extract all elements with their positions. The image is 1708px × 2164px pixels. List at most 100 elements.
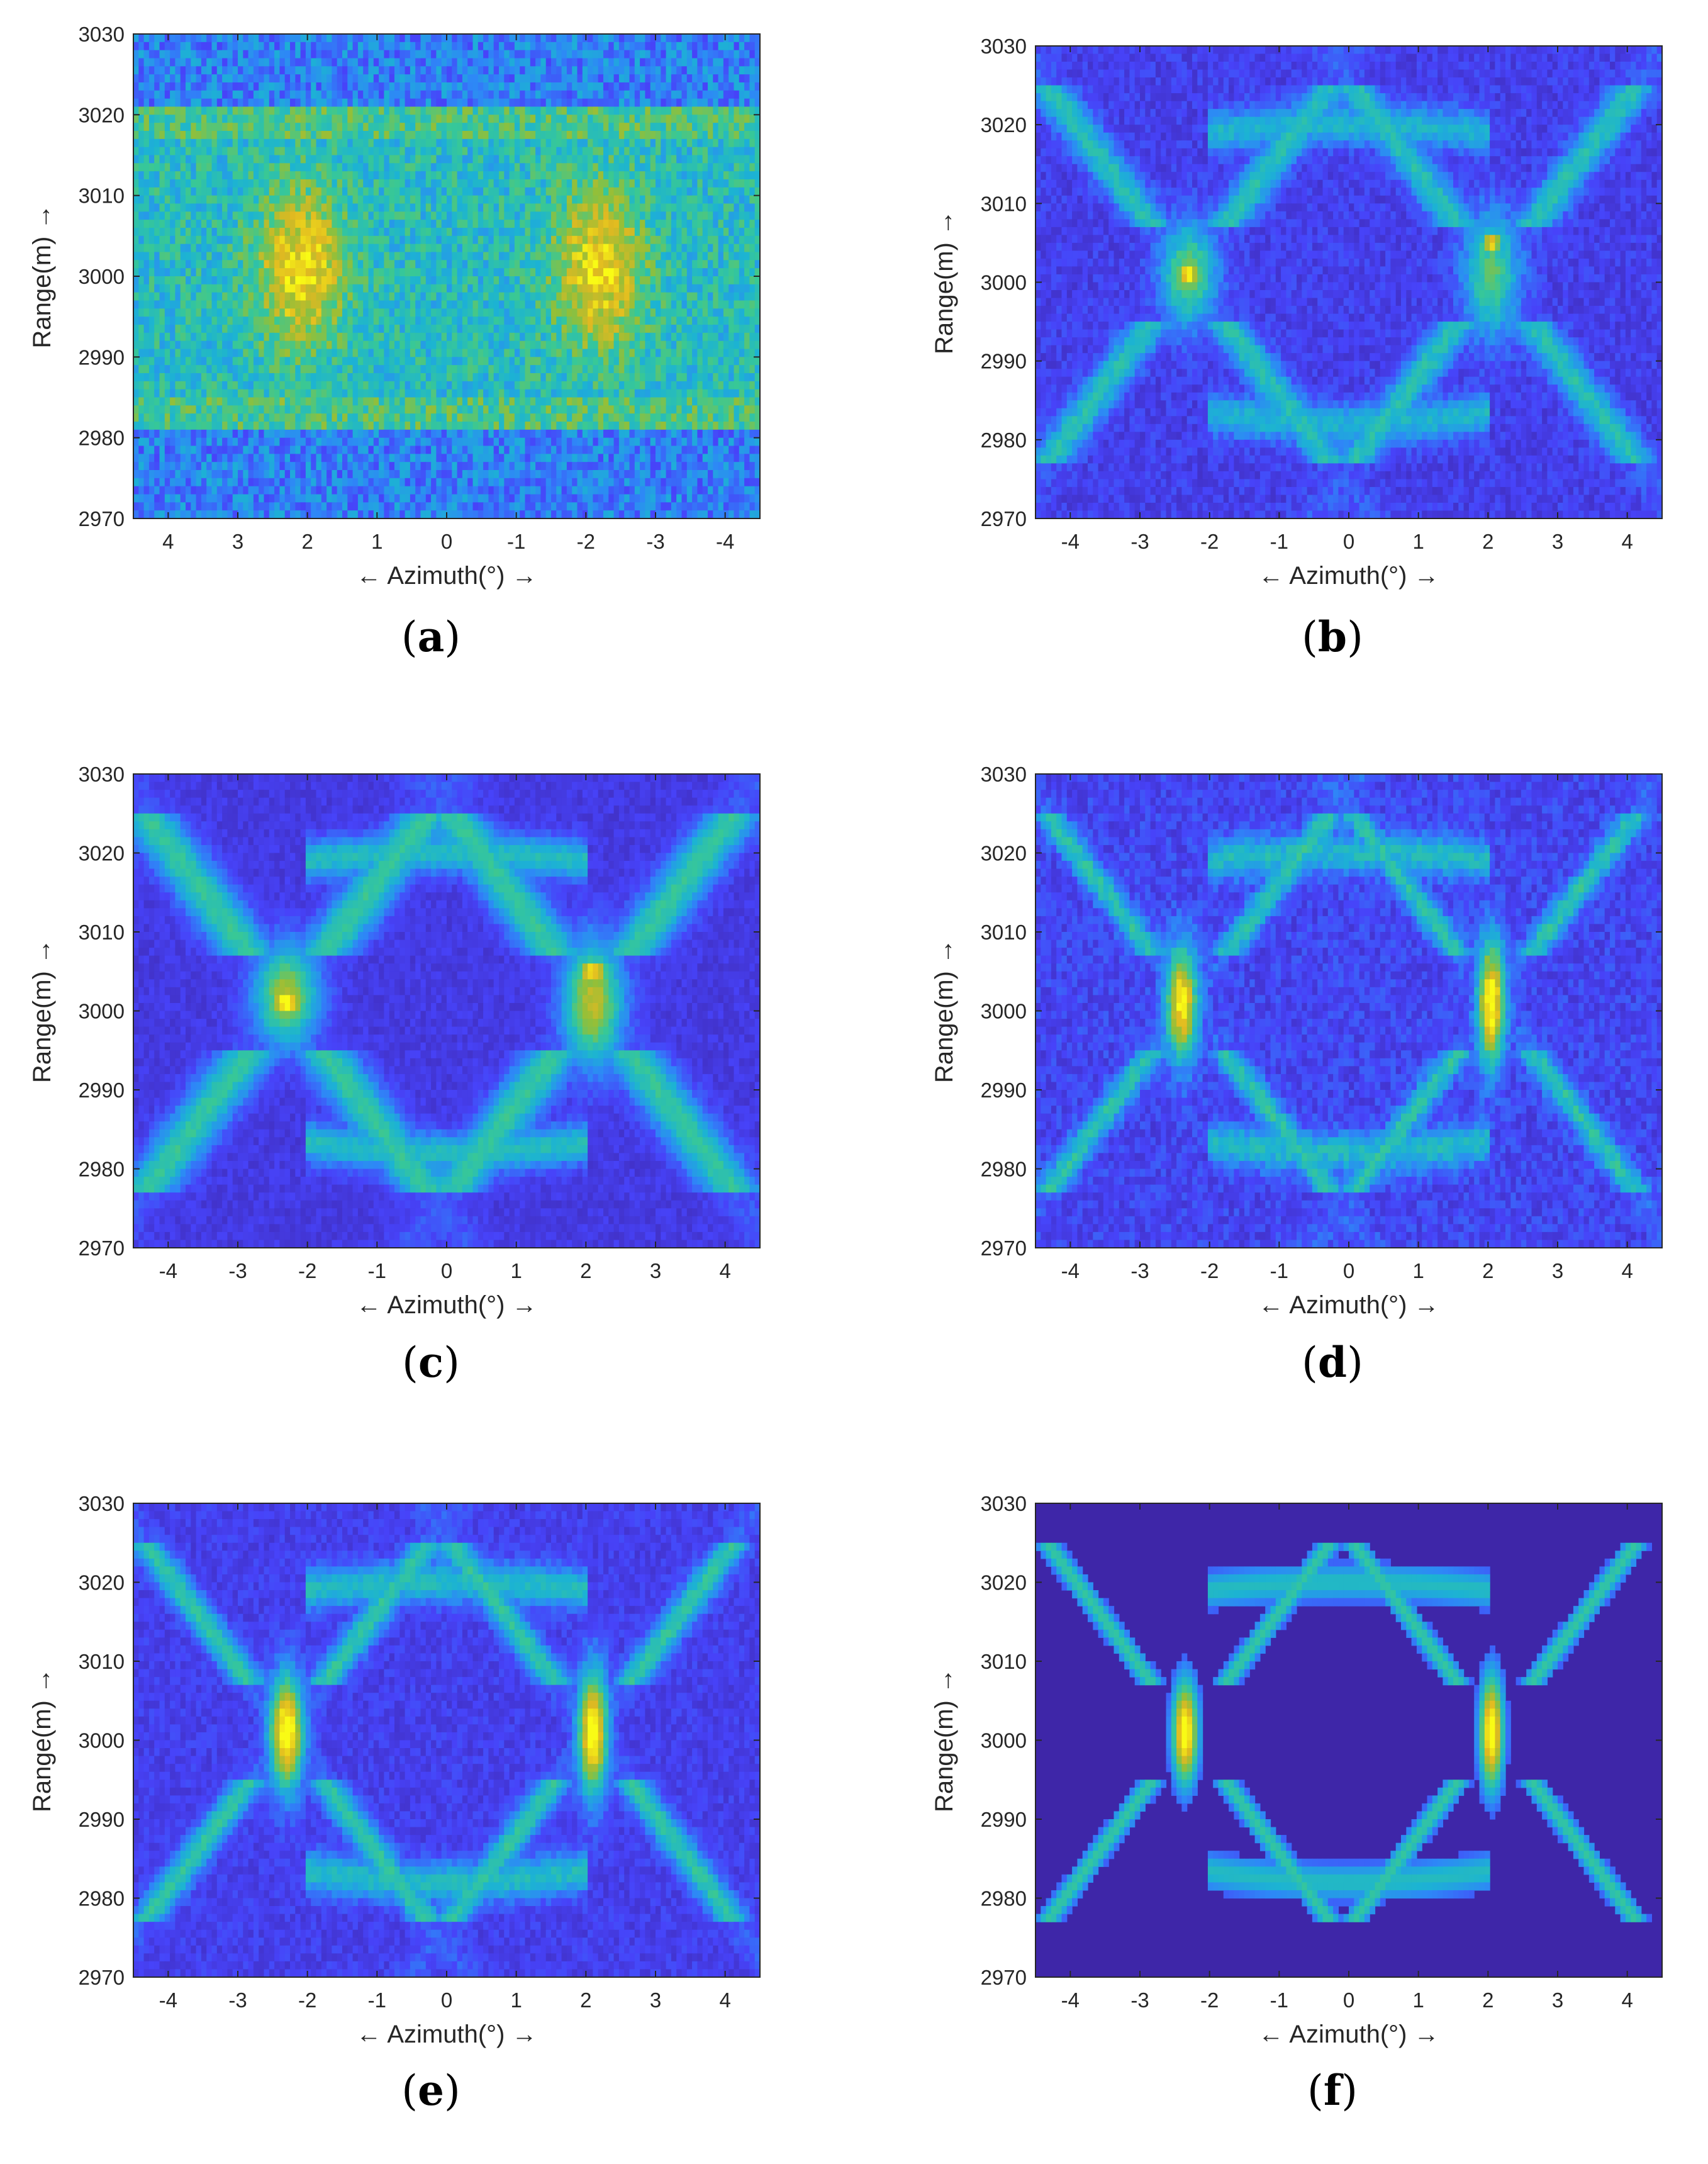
- heatmap-cell: [618, 340, 625, 350]
- heatmap-cell: [681, 276, 688, 285]
- heatmap-cell: [588, 220, 593, 228]
- heatmap-cell: [640, 211, 645, 220]
- heatmap-cell: [588, 115, 593, 123]
- heatmap-cell: [629, 155, 635, 164]
- heatmap-cell: [211, 235, 218, 245]
- heatmap-cell: [357, 317, 364, 325]
- heatmap-cell: [410, 292, 416, 301]
- heatmap-cell: [441, 203, 447, 212]
- heatmap-cell: [566, 220, 572, 228]
- heatmap-cell: [332, 163, 338, 172]
- heatmap-cell: [368, 252, 374, 261]
- heatmap-cell: [321, 98, 327, 108]
- heatmap-cell: [138, 268, 145, 277]
- heatmap-cell: [186, 203, 191, 212]
- heatmap-cell: [394, 163, 400, 172]
- heatmap-cell: [535, 42, 541, 51]
- heatmap-cell: [613, 292, 620, 301]
- heatmap-cell: [447, 195, 452, 205]
- heatmap-cell: [164, 123, 170, 132]
- heatmap-cell: [504, 115, 510, 123]
- heatmap-cell: [535, 123, 541, 132]
- heatmap-cell: [295, 252, 301, 261]
- heatmap-cell: [483, 340, 489, 350]
- heatmap-cell: [216, 252, 223, 261]
- heatmap-cell: [316, 155, 322, 164]
- heatmap-cell: [399, 284, 406, 293]
- heatmap-cell: [295, 308, 301, 317]
- heatmap-cell: [629, 203, 635, 212]
- heatmap-cell: [211, 203, 218, 212]
- heatmap-cell: [613, 276, 620, 285]
- heatmap-cell: [483, 34, 489, 43]
- heatmap-cell: [311, 179, 317, 188]
- heatmap-cell: [316, 317, 322, 325]
- heatmap-cell: [253, 171, 259, 180]
- heatmap-cell: [477, 155, 484, 164]
- heatmap-cell: [222, 34, 228, 43]
- heatmap-cell: [739, 50, 745, 59]
- heatmap-cell: [650, 308, 656, 317]
- heatmap-cell: [588, 340, 593, 350]
- heatmap-cell: [347, 268, 354, 277]
- heatmap-cell: [347, 34, 354, 43]
- heatmap-cell: [425, 106, 432, 115]
- heatmap-cell: [618, 179, 625, 188]
- heatmap-cell: [588, 357, 593, 366]
- heatmap-cell: [159, 220, 165, 228]
- heatmap-cell: [582, 252, 588, 261]
- heatmap-cell: [347, 171, 354, 180]
- heatmap-cell: [159, 268, 165, 277]
- heatmap-cell: [483, 292, 489, 301]
- heatmap-cell: [520, 235, 526, 245]
- heatmap-cell: [540, 357, 547, 366]
- heatmap-cell: [535, 66, 541, 75]
- heatmap-cell: [274, 42, 280, 51]
- heatmap-cell: [744, 308, 750, 317]
- heatmap-cell: [681, 235, 688, 245]
- heatmap-cell: [264, 244, 270, 253]
- heatmap-cell: [545, 340, 552, 350]
- heatmap-cell: [540, 155, 547, 164]
- heatmap-cell: [624, 276, 630, 285]
- heatmap-cell: [279, 228, 286, 237]
- heatmap-cell: [253, 163, 259, 172]
- heatmap-cell: [582, 90, 588, 99]
- heatmap-cell: [467, 98, 474, 108]
- heatmap-cell: [640, 179, 645, 188]
- heatmap-cell: [305, 123, 311, 132]
- heatmap-cell: [577, 42, 583, 51]
- heatmap-cell: [739, 179, 745, 188]
- heatmap-cell: [327, 203, 332, 212]
- heatmap-cell: [457, 244, 463, 253]
- heatmap-cell: [561, 235, 567, 245]
- heatmap-cell: [713, 220, 719, 228]
- heatmap-cell: [342, 138, 348, 148]
- heatmap-cell: [170, 308, 176, 317]
- heatmap-cell: [462, 276, 468, 285]
- heatmap-cell: [545, 332, 552, 342]
- heatmap-cell: [457, 357, 463, 366]
- heatmap-cell: [305, 357, 311, 366]
- heatmap-cell: [608, 244, 615, 253]
- heatmap-cell: [582, 131, 588, 140]
- heatmap-cell: [337, 147, 343, 156]
- heatmap-cell: [754, 42, 761, 51]
- heatmap-cell: [143, 179, 150, 188]
- heatmap-cell: [499, 292, 505, 301]
- heatmap-cell: [656, 292, 661, 301]
- heatmap-cell: [603, 260, 609, 269]
- heatmap-cell: [551, 235, 557, 245]
- heatmap-cell: [321, 74, 327, 83]
- heatmap-cell: [572, 203, 578, 212]
- heatmap-cell: [206, 131, 213, 140]
- heatmap-cell: [227, 131, 233, 140]
- heatmap-cell: [493, 284, 500, 293]
- heatmap-cell: [332, 220, 338, 228]
- heatmap-cell: [702, 138, 708, 148]
- heatmap-cell: [143, 260, 150, 269]
- heatmap-cell: [232, 163, 238, 172]
- heatmap-cell: [477, 308, 484, 317]
- heatmap-cell: [566, 147, 572, 156]
- heatmap-cell: [618, 34, 625, 43]
